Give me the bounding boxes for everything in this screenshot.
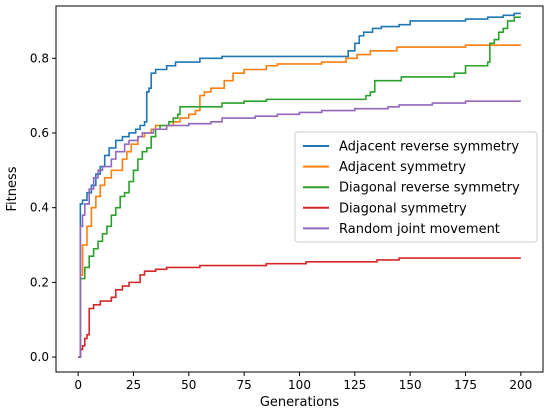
x-tick-label: 100: [288, 378, 311, 392]
series-layer: [78, 12, 521, 358]
x-axis-label: Generations: [260, 395, 340, 410]
y-tick-label: 0.8: [30, 51, 49, 65]
legend-label: Adjacent symmetry: [339, 160, 466, 175]
x-tick-label: 125: [343, 378, 366, 392]
y-tick-label: 0.0: [30, 350, 49, 364]
x-tick-label: 200: [509, 378, 532, 392]
y-axis-label: Fitness: [5, 166, 20, 211]
y-tick-label: 0.6: [30, 126, 49, 140]
x-axis: 0 25 50 75 100 125 150 175 200: [74, 372, 532, 392]
x-tick-label: 0: [74, 378, 82, 392]
series-line-3: [78, 16, 521, 358]
legend: Adjacent reverse symmetry Adjacent symmet…: [294, 131, 538, 243]
legend-label: Diagonal symmetry: [339, 201, 467, 216]
x-tick-label: 175: [454, 378, 477, 392]
legend-box: [294, 131, 538, 243]
legend-label: Adjacent reverse symmetry: [339, 140, 519, 155]
x-tick-label: 75: [237, 378, 252, 392]
series-line-4: [78, 257, 521, 358]
y-tick-label: 0.4: [30, 201, 49, 215]
series-line-5: [78, 100, 521, 358]
y-tick-label: 0.2: [30, 275, 49, 289]
series-line-2: [78, 44, 521, 358]
series-line-1: [78, 12, 521, 358]
legend-label: Diagonal reverse symmetry: [339, 181, 520, 196]
x-tick-label: 25: [126, 378, 141, 392]
legend-label: Random joint movement: [339, 222, 500, 237]
y-axis: 0.0 0.2 0.4 0.6 0.8: [30, 51, 56, 364]
x-tick-label: 50: [181, 378, 196, 392]
x-tick-label: 150: [399, 378, 422, 392]
